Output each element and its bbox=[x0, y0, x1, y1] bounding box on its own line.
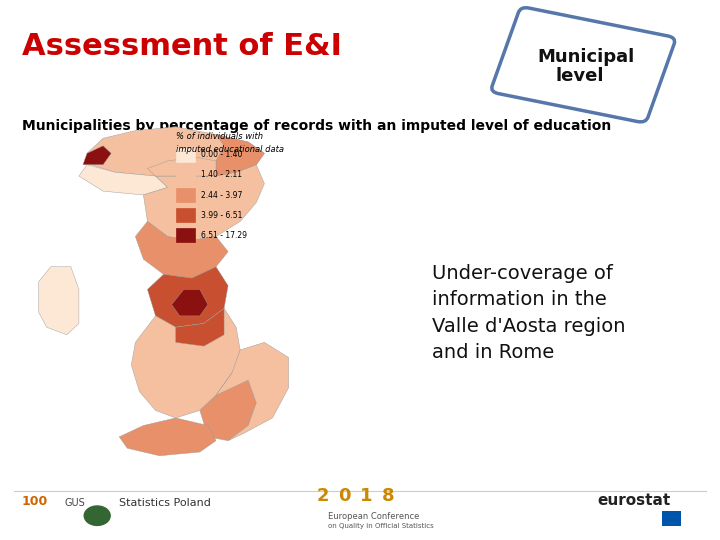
Text: 0.00 - 1.40: 0.00 - 1.40 bbox=[202, 150, 243, 159]
Text: level: level bbox=[555, 67, 603, 85]
Text: Municipal: Municipal bbox=[537, 48, 635, 66]
Text: 8: 8 bbox=[382, 487, 395, 505]
Polygon shape bbox=[135, 221, 228, 278]
Polygon shape bbox=[79, 165, 168, 195]
FancyBboxPatch shape bbox=[662, 511, 681, 526]
Polygon shape bbox=[216, 134, 264, 176]
Polygon shape bbox=[83, 146, 111, 165]
Text: Under-coverage of
information in the
Valle d'Aosta region
and in Rome: Under-coverage of information in the Val… bbox=[432, 264, 626, 362]
Text: imputed educational data: imputed educational data bbox=[176, 145, 284, 154]
Text: 1.40 - 2.11: 1.40 - 2.11 bbox=[202, 171, 243, 179]
Text: 2: 2 bbox=[317, 487, 329, 505]
Polygon shape bbox=[200, 373, 256, 441]
Polygon shape bbox=[131, 308, 240, 418]
Text: Assessment of E&I: Assessment of E&I bbox=[22, 32, 341, 62]
Text: eurostat: eurostat bbox=[598, 492, 671, 508]
Text: GUS: GUS bbox=[65, 497, 86, 508]
Text: European Conference: European Conference bbox=[328, 512, 419, 521]
Text: 6.51 - 17.29: 6.51 - 17.29 bbox=[202, 231, 247, 240]
Polygon shape bbox=[120, 418, 216, 456]
Bar bbox=[176, 168, 195, 182]
Text: 0: 0 bbox=[338, 487, 351, 505]
Text: % of individuals with: % of individuals with bbox=[176, 132, 263, 141]
Polygon shape bbox=[171, 289, 208, 316]
Polygon shape bbox=[216, 342, 289, 441]
Polygon shape bbox=[143, 165, 264, 240]
Polygon shape bbox=[176, 308, 224, 346]
FancyBboxPatch shape bbox=[492, 8, 675, 122]
Text: 3.99 - 6.51: 3.99 - 6.51 bbox=[202, 211, 243, 220]
Polygon shape bbox=[39, 267, 79, 335]
Text: on Quality in Official Statistics: on Quality in Official Statistics bbox=[328, 523, 433, 529]
Bar bbox=[176, 188, 195, 202]
Text: 2.44 - 3.97: 2.44 - 3.97 bbox=[202, 191, 243, 200]
Text: 100: 100 bbox=[22, 495, 48, 508]
Bar bbox=[176, 208, 195, 222]
Polygon shape bbox=[148, 267, 228, 327]
Text: Statistics Poland: Statistics Poland bbox=[119, 497, 211, 508]
Circle shape bbox=[84, 506, 110, 525]
Bar bbox=[176, 228, 195, 242]
Bar bbox=[176, 148, 195, 162]
Text: 1: 1 bbox=[360, 487, 372, 505]
Polygon shape bbox=[87, 127, 264, 176]
Text: Municipalities by percentage of records with an imputed level of education: Municipalities by percentage of records … bbox=[22, 119, 611, 133]
Polygon shape bbox=[148, 157, 216, 176]
